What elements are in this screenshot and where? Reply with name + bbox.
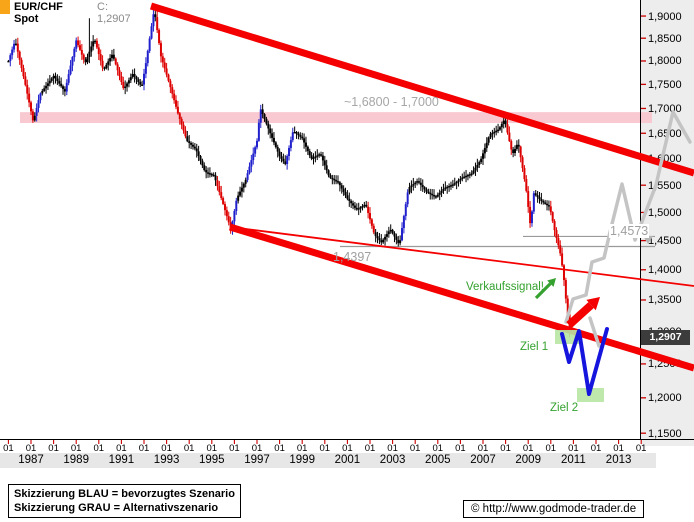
x-axis-month-label: 01 [296, 443, 308, 454]
lower_trendline [228, 223, 694, 372]
instrument-name: EUR/CHF Spot [14, 1, 63, 25]
instrument-icon [0, 0, 10, 14]
y-axis-tick-label: 1,6500 [648, 127, 682, 140]
x-axis-year-label: 1987 [18, 454, 44, 466]
y-axis-tick-label: 1,3500 [648, 294, 682, 307]
x-axis-month-label: 01 [25, 443, 37, 454]
target-2-box [577, 388, 604, 402]
year-axis-band [0, 453, 656, 468]
y-axis-tick-label: 1,8000 [648, 55, 682, 68]
x-axis-year-label: 2003 [379, 454, 406, 466]
y-axis-tick-label: 1,1500 [648, 427, 682, 440]
upper_trendline [149, 2, 694, 177]
last-close-quote: C: 1,2907 [97, 1, 131, 25]
scenario-legend-line-blue: Skizzierung BLAU = bevorzugtes Szenario [14, 488, 235, 500]
x-axis-year-label: 2007 [470, 454, 496, 466]
x-axis-month-label: 01 [274, 443, 285, 454]
y-axis-tick-label: 1,8500 [648, 32, 682, 45]
x-axis-month-label: 01 [161, 443, 172, 454]
x-axis-year-label: 1993 [153, 454, 180, 466]
y-axis-tick-label: 1,9000 [648, 10, 682, 23]
scenario-legend-line-gray: Skizzierung GRAU = Alternativszenario [14, 502, 219, 514]
x-axis-year-label: 2005 [425, 454, 451, 466]
x-axis-year-label: 2001 [334, 454, 361, 466]
x-axis-year-label: 1991 [108, 454, 135, 466]
x-axis-month-label: 01 [183, 443, 195, 454]
x-axis-month-label: 01 [613, 443, 624, 454]
x-axis-year-label: 1995 [199, 454, 225, 466]
x-axis-month-label: 01 [409, 443, 421, 454]
price-chart-canvas [0, 0, 694, 444]
x-axis-year-label: 1989 [63, 454, 89, 466]
resistance-band [20, 112, 652, 123]
x-axis-month-label: 01 [229, 443, 240, 454]
x-axis-month-label: 01 [70, 443, 82, 454]
x-axis-year-label: 1997 [244, 454, 270, 466]
y-axis-tick-label: 1,2500 [648, 358, 682, 371]
alternative-scenario-sketch-stub [588, 316, 601, 348]
x-axis-month-label: 01 [48, 443, 59, 454]
support-level-label-14573: 1,4573 [609, 224, 650, 238]
target-2-label: Ziel 2 [550, 402, 579, 414]
preferred-scenario-sketch [560, 327, 609, 396]
breakout-red-arrow [566, 297, 600, 328]
x-axis-month-label: 01 [590, 443, 602, 454]
last-price-tag: 1,2907 [641, 329, 690, 345]
target-1-label: Ziel 1 [520, 341, 549, 353]
x-axis-month-label: 01 [206, 443, 218, 454]
sell-signal-label: Verkaufssignal! [466, 281, 544, 293]
x-axis-month-label: 01 [500, 443, 511, 454]
y-axis-tick-label: 1,4000 [648, 264, 682, 277]
x-axis-month-label: 01 [635, 443, 647, 454]
target-1-box [555, 330, 581, 344]
y-axis-tick-label: 1,5500 [648, 179, 682, 192]
x-axis-year-label: 2013 [605, 454, 632, 466]
x-axis-year-label: 1999 [289, 454, 315, 466]
y-axis-tick-label: 1,6000 [648, 153, 682, 166]
x-axis-month-label: 01 [522, 443, 534, 454]
scenario-legend-box: Skizzierung BLAU = bevorzugtes Szenario … [8, 484, 241, 518]
x-axis-month-label: 01 [138, 443, 150, 454]
x-axis-month-label: 01 [455, 443, 466, 454]
x-axis-month-label: 01 [342, 443, 353, 454]
x-axis-year-label: 2009 [515, 454, 541, 466]
y-axis-tick-label: 1,5000 [648, 206, 682, 219]
x-axis-month-label: 01 [387, 443, 398, 454]
x-axis-month-label: 01 [93, 443, 105, 454]
support-level-label-14397: 1,4397 [333, 250, 372, 264]
x-axis-month-label: 01 [116, 443, 127, 454]
x-axis-month-label: 01 [477, 443, 489, 454]
x-axis-month-label: 01 [3, 443, 14, 454]
x-axis-month-label: 01 [319, 443, 331, 454]
y-axis-tick-label: 1,2000 [648, 392, 682, 405]
x-axis-year-label: 2011 [561, 454, 586, 466]
x-axis-month-label: 01 [432, 443, 444, 454]
resistance-band-label: ~1,6800 - 1,7000 [344, 95, 439, 109]
x-axis-month-label: 01 [568, 443, 579, 454]
x-axis-month-label: 01 [545, 443, 557, 454]
copyright-box: © http://www.godmode-trader.de [463, 500, 645, 518]
x-axis-month-label: 01 [364, 443, 376, 454]
x-axis-month-label: 01 [251, 443, 263, 454]
y-axis-tick-label: 1,7000 [648, 102, 682, 115]
y-axis-tick-label: 1,4500 [648, 235, 682, 248]
copyright-text: © http://www.godmode-trader.de [471, 503, 637, 515]
y-axis-tick-label: 1,7500 [648, 78, 682, 91]
